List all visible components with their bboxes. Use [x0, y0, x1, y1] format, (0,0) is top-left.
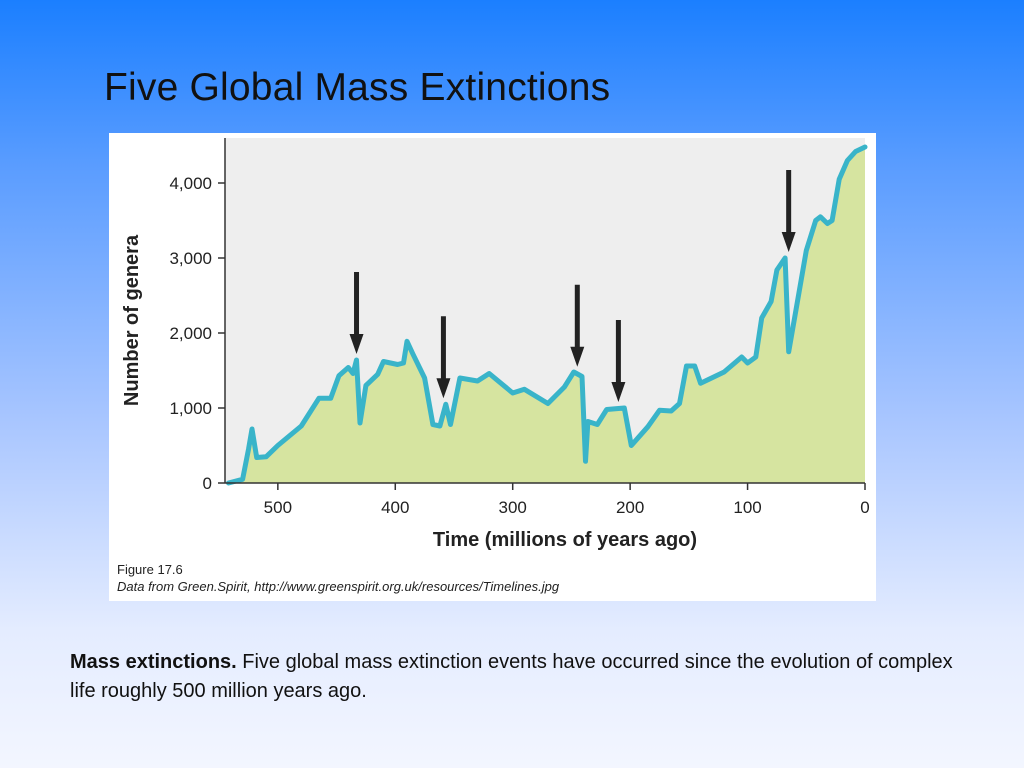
caption-title: Figure 17.6	[117, 562, 183, 577]
x-tick-label: 200	[616, 498, 644, 517]
y-ticks: 0 1,000 2,000 3,000 4,000	[169, 174, 225, 493]
x-tick-label: 0	[860, 498, 869, 517]
caption-credit: Data from Green.Spirit, http://www.green…	[117, 579, 560, 594]
description-lead: Mass extinctions.	[70, 651, 237, 673]
extinction-arrow	[570, 284, 585, 367]
extinction-chart: 500 400 300 200 100 0 0 1,000 2,000 3,000 4,000 T…	[121, 138, 870, 551]
extinction-arrow	[436, 316, 451, 399]
description-text: Mass extinctions. Five global mass extin…	[70, 648, 970, 706]
x-tick-label: 100	[733, 498, 761, 517]
x-tick-label: 500	[264, 498, 292, 517]
y-tick-label: 2,000	[169, 324, 212, 343]
description-body: Five global mass extinction events have …	[70, 651, 953, 702]
extinction-arrows	[349, 170, 796, 402]
genera-line	[226, 144, 868, 486]
y-tick-label: 1,000	[169, 399, 212, 418]
figure-panel: 500 400 300 200 100 0 0 1,000 2,000 3,000 4,000 T…	[109, 133, 876, 601]
x-tick-label: 300	[499, 498, 527, 517]
genera-area	[228, 147, 865, 483]
y-tick-label: 0	[203, 474, 212, 493]
x-tick-label: 400	[381, 498, 409, 517]
y-tick-label: 3,000	[169, 249, 212, 268]
x-ticks: 500 400 300 200 100 0	[264, 483, 870, 517]
figure-caption: Figure 17.6 Data from Green.Spirit, http…	[117, 561, 559, 595]
extinction-arrow	[611, 320, 626, 402]
y-tick-label: 4,000	[169, 174, 212, 193]
y-axis-label: Number of genera	[121, 234, 143, 406]
extinction-arrow	[781, 170, 796, 252]
extinction-arrow	[349, 272, 364, 354]
slide-title: Five Global Mass Extinctions	[104, 66, 611, 109]
x-axis-label: Time (millions of years ago)	[433, 529, 697, 551]
